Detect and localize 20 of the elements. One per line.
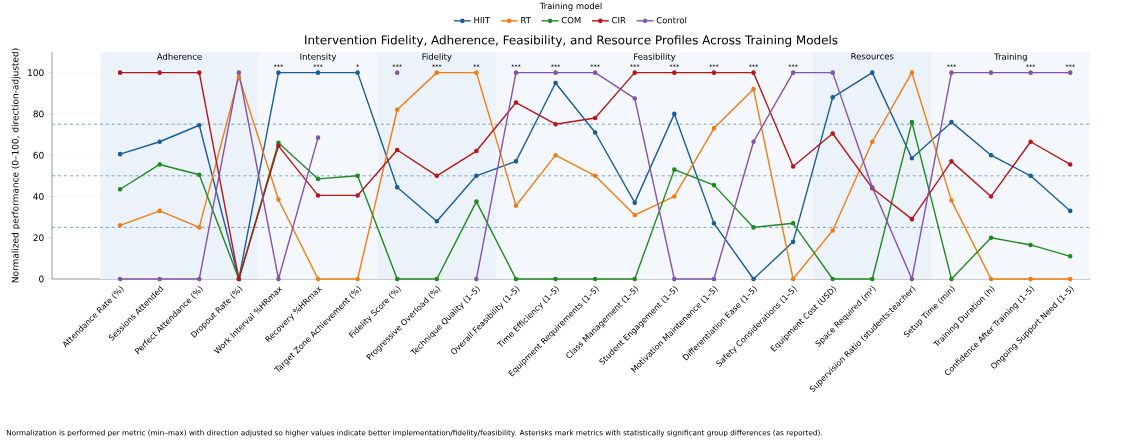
band-label: Fidelity [422, 53, 452, 62]
legend-label: CIR [612, 16, 626, 24]
y-tick-label: 100 [28, 69, 44, 77]
band-label: Feasibility [634, 53, 676, 62]
legend-label: COM [561, 16, 581, 24]
legend-label: RT [521, 17, 531, 24]
y-tick-label: 40 [33, 193, 44, 200]
band-label: Adherence [156, 53, 202, 60]
legend-label: Control [656, 16, 687, 24]
legend-title: Training model [539, 2, 602, 11]
y-tick-label: 60 [33, 151, 44, 159]
band-label: Intensity [300, 53, 337, 62]
chart-title: Intervention Fidelity, Adherence, Feasibility, and Resource Profiles Across Training Models [305, 35, 838, 47]
band-label: Resources [851, 53, 894, 60]
y-axis-title: Normalized performance (0–100, direction-adjusted) [11, 48, 21, 283]
y-tick-label: 0 [39, 275, 44, 283]
y-tick-label: 20 [33, 234, 44, 242]
y-tick-label: 80 [33, 110, 44, 118]
legend-label: HIIT [474, 17, 491, 24]
band-label: Training [994, 53, 1027, 62]
